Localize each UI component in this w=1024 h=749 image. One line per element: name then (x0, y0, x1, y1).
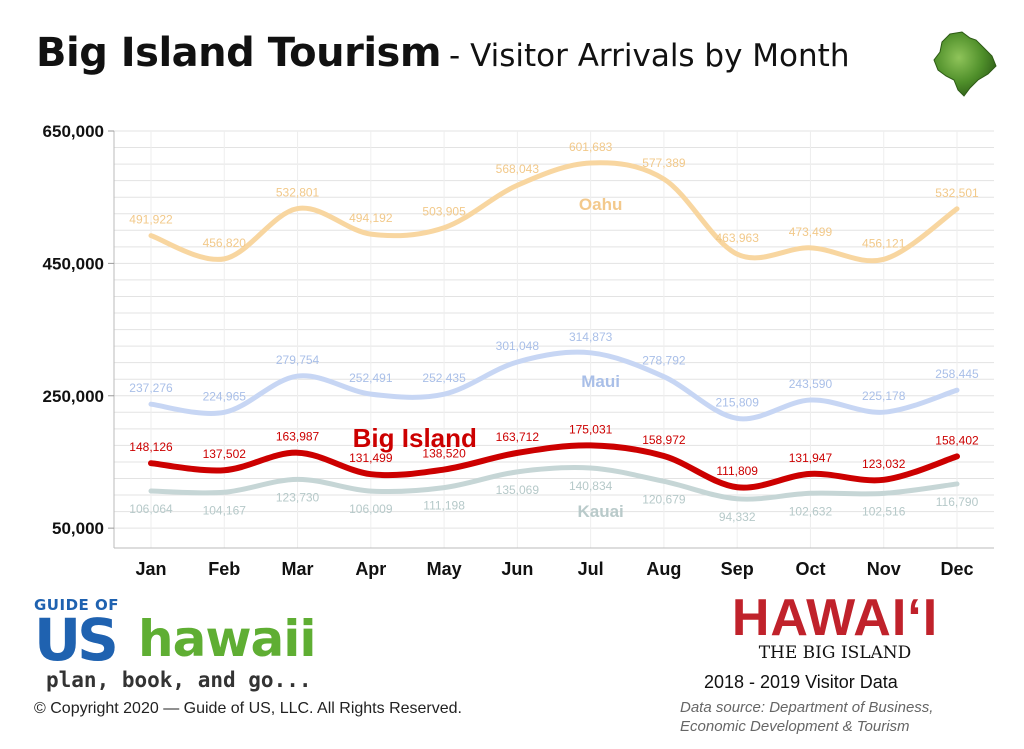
data-label-big-island: 163,712 (496, 430, 540, 444)
series-name-oahu: Oahu (579, 195, 622, 214)
data-label-kauai: 140,834 (569, 479, 613, 493)
data-label-maui: 252,435 (422, 371, 466, 385)
data-label-big-island: 131,947 (789, 451, 833, 465)
data-label-big-island: 137,502 (203, 447, 247, 461)
data-label-kauai: 102,632 (789, 504, 833, 518)
data-label-oahu: 601,683 (569, 140, 613, 154)
series-line-kauai (148, 464, 960, 502)
data-label-oahu: 473,499 (789, 225, 833, 239)
y-tick-label: 50,000 (52, 519, 104, 538)
data-label-big-island: 158,402 (935, 433, 979, 447)
data-label-kauai: 111,198 (423, 499, 465, 513)
data-label-big-island: 123,032 (862, 457, 906, 471)
data-label-oahu: 503,905 (422, 205, 466, 219)
data-label-oahu: 456,820 (203, 236, 247, 250)
brand-title: HAWAIʻI (731, 589, 939, 647)
data-label-kauai: 104,167 (203, 503, 247, 517)
data-label-kauai: 116,790 (936, 495, 979, 509)
data-label-oahu: 456,121 (862, 236, 906, 250)
y-tick-label: 650,000 (43, 122, 104, 141)
title-main: Big Island Tourism (36, 30, 442, 76)
chart-grid (114, 130, 994, 548)
data-label-big-island: 158,972 (642, 433, 686, 447)
x-tick-label: Aug (646, 559, 681, 579)
data-label-big-island: 138,520 (422, 447, 466, 461)
chart-data-labels: 491,922 456,820 532,801 494,192 503,905 568,0… (129, 140, 979, 524)
big-island-map-icon (933, 31, 997, 97)
x-tick-label: Oct (795, 559, 825, 579)
data-label-maui: 225,178 (862, 389, 906, 403)
data-source-line-2: Economic Development & Tourism (680, 718, 910, 735)
series-line-maui (148, 349, 960, 422)
data-label-maui: 301,048 (496, 339, 540, 353)
data-label-kauai: 120,679 (642, 492, 686, 506)
guide-of-us-logo: GUIDE OF US hawaii (34, 596, 354, 692)
data-source: Data source: Department of Business, Eco… (680, 698, 933, 736)
visitor-arrivals-chart: 650,000 450,000 250,000 50,000 491,922 456,8… (43, 122, 994, 579)
series-name-maui: Maui (581, 372, 620, 391)
title-subtitle: - Visitor Arrivals by Month (449, 38, 850, 74)
x-tick-label: Jun (501, 559, 533, 579)
hawaii-big-island-brand: HAWAIʻI THE BIG ISLAND (690, 588, 980, 662)
data-label-maui: 314,873 (569, 330, 613, 344)
y-tick-label: 250,000 (43, 387, 104, 406)
logo-guide-of: GUIDE OF (34, 596, 119, 614)
data-label-oahu: 532,501 (935, 186, 979, 200)
visitor-data-label: 2018 - 2019 Visitor Data (704, 672, 898, 692)
logo-us: US (34, 606, 119, 674)
data-label-maui: 237,276 (129, 381, 173, 395)
data-label-maui: 215,809 (715, 395, 759, 409)
data-label-big-island: 111,809 (716, 464, 758, 478)
x-axis: Jan Feb Mar Apr May Jun Jul Aug Sep Oct Nov Dec (135, 559, 973, 579)
x-tick-label: Apr (355, 559, 386, 579)
data-label-kauai: 106,009 (349, 502, 393, 516)
data-label-oahu: 491,922 (129, 213, 173, 227)
x-tick-label: Mar (282, 559, 314, 579)
data-label-oahu: 494,192 (349, 211, 393, 225)
logo-tagline: plan, book, and go... (46, 668, 312, 692)
data-label-big-island: 175,031 (569, 422, 613, 436)
x-tick-label: Sep (721, 559, 754, 579)
data-label-maui: 258,445 (935, 367, 979, 381)
data-source-line-1: Data source: Department of Business, (680, 699, 934, 716)
y-axis: 650,000 450,000 250,000 50,000 (43, 122, 994, 549)
x-tick-label: Dec (940, 559, 973, 579)
brand-subtitle: THE BIG ISLAND (758, 643, 912, 663)
data-label-oahu: 577,389 (642, 156, 686, 170)
data-label-kauai: 123,730 (276, 490, 320, 504)
data-label-maui: 252,491 (349, 371, 393, 385)
data-label-big-island: 131,499 (349, 451, 393, 465)
x-tick-label: Nov (867, 559, 901, 579)
series-line-big-island (148, 442, 960, 491)
data-label-kauai: 102,516 (862, 504, 906, 518)
data-label-kauai: 106,064 (129, 502, 173, 516)
logo-hawaii: hawaii (138, 610, 317, 668)
x-tick-label: May (427, 559, 462, 579)
data-label-oahu: 463,963 (715, 231, 759, 245)
copyright-text: © Copyright 2020 — Guide of US, LLC. All… (34, 700, 462, 717)
x-tick-label: Feb (208, 559, 240, 579)
series-name-big-island: Big Island (353, 423, 477, 453)
x-tick-label: Jul (578, 559, 604, 579)
data-label-maui: 279,754 (276, 353, 320, 367)
data-label-maui: 278,792 (642, 354, 686, 368)
series-name-kauai: Kauai (577, 502, 623, 521)
data-label-oahu: 568,043 (496, 162, 540, 176)
x-tick-label: Jan (135, 559, 166, 579)
data-label-maui: 243,590 (789, 377, 833, 391)
chart-series (148, 160, 960, 502)
data-label-kauai: 135,069 (496, 483, 540, 497)
data-label-oahu: 532,801 (276, 186, 320, 200)
data-label-big-island: 148,126 (129, 440, 173, 454)
data-label-kauai: 94,332 (719, 510, 756, 524)
data-label-big-island: 163,987 (276, 430, 320, 444)
y-tick-label: 450,000 (43, 254, 104, 273)
chart-title: Big Island Tourism - Visitor Arrivals by … (36, 30, 849, 76)
data-label-maui: 224,965 (203, 389, 247, 403)
series-line-oahu (148, 160, 960, 264)
